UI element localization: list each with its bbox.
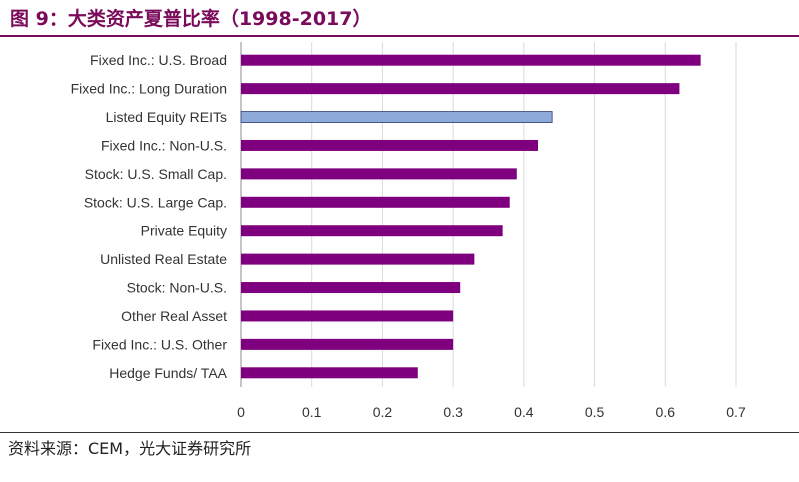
title-divider: [0, 35, 799, 37]
category-label: Fixed Inc.: U.S. Other: [92, 336, 227, 352]
bar: [241, 196, 510, 208]
footer-divider: [0, 432, 799, 433]
bars: [240, 54, 701, 379]
x-tick-label: 0.4: [514, 404, 534, 420]
bar: [241, 338, 454, 350]
category-label: Listed Equity REITs: [106, 109, 227, 125]
x-tick-label: 0.1: [302, 404, 322, 420]
category-label: Other Real Asset: [121, 308, 227, 324]
category-label: Private Equity: [141, 223, 227, 239]
category-label: Unlisted Real Estate: [100, 251, 227, 267]
category-label: Stock: U.S. Large Cap.: [84, 194, 227, 210]
category-label: Hedge Funds/ TAA: [109, 365, 227, 381]
bar: [241, 83, 680, 95]
source-note: 资料来源：CEM，光大证券研究所: [8, 439, 252, 458]
bar: [241, 168, 517, 180]
bar: [241, 54, 701, 66]
x-tick-label: 0.5: [585, 404, 605, 420]
bar: [241, 310, 454, 322]
category-label: Stock: Non-U.S.: [127, 280, 227, 296]
grid-lines: [240, 42, 737, 387]
x-tick-label: 0.6: [656, 404, 676, 420]
category-label: Stock: U.S. Small Cap.: [85, 166, 227, 182]
x-tick-label: 0.2: [373, 404, 393, 420]
bar: [241, 253, 475, 265]
bar-chart: Fixed Inc.: U.S. Broad Fixed Inc.: Long D…: [71, 42, 746, 420]
x-tick-label: 0.7: [726, 404, 746, 420]
bar: [241, 367, 418, 379]
x-tick-label: 0: [237, 404, 245, 420]
bar: [241, 139, 538, 151]
category-label: Fixed Inc.: Long Duration: [71, 81, 227, 97]
bar: [241, 225, 503, 237]
category-labels: Fixed Inc.: U.S. Broad Fixed Inc.: Long D…: [71, 52, 228, 381]
category-label: Fixed Inc.: Non-U.S.: [101, 137, 227, 153]
x-tick-label: 0.3: [443, 404, 463, 420]
x-tick-labels: 0 0.1 0.2 0.3 0.4 0.5 0.6 0.7: [237, 404, 746, 420]
bar: [241, 282, 461, 294]
bar: [240, 111, 553, 123]
category-label: Fixed Inc.: U.S. Broad: [90, 52, 227, 68]
chart-title: 图 9：大类资产夏普比率（1998-2017）: [10, 8, 372, 30]
